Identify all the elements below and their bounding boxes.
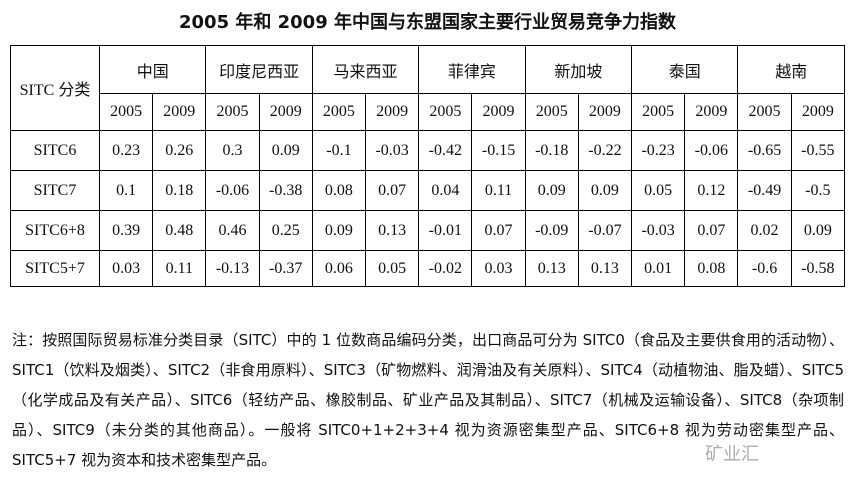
value-cell: 0.11: [471, 170, 526, 211]
value-cell: 0.07: [471, 210, 526, 251]
row-label: SITC6: [10, 130, 100, 171]
value-cell: -0.58: [790, 250, 846, 287]
year-header: 2005: [737, 93, 792, 131]
value-cell: 0.26: [152, 130, 207, 171]
title: 2005 年和 2009 年中国与东盟国家主要行业贸易竞争力指数: [179, 12, 676, 33]
row-label: SITC5+7: [10, 250, 100, 287]
year-header: 2005: [418, 93, 473, 131]
country-header: 马来西亚: [311, 45, 420, 94]
corner-header: SITC 分类: [10, 45, 100, 131]
year-header: 2005: [524, 93, 579, 131]
value-cell: 0.3: [205, 130, 260, 171]
value-cell: 0.04: [418, 170, 473, 211]
value-cell: -0.06: [684, 130, 739, 171]
value-cell: 0.05: [631, 170, 686, 211]
year-header: 2005: [631, 93, 686, 131]
value-cell: 0.03: [471, 250, 526, 287]
note: 注：按照国际贸易标准分类目录（SITC）中的 1 位数商品编码分类，出口商品可分…: [12, 331, 844, 469]
value-cell: -0.09: [524, 210, 579, 251]
value-cell: -0.65: [737, 130, 792, 171]
country-header: 泰国: [631, 45, 739, 94]
year-header: 2005: [98, 93, 154, 131]
value-cell: 0.48: [152, 210, 207, 251]
value-cell: -0.01: [418, 210, 473, 251]
value-cell: -0.49: [737, 170, 792, 211]
year-header: 2005: [311, 93, 367, 131]
value-cell: -0.22: [577, 130, 633, 171]
value-cell: -0.07: [577, 210, 633, 251]
value-cell: -0.23: [631, 130, 686, 171]
table-row: SITC 分类 中国 印度尼西亚 马来西亚 菲律宾 新加坡 泰国 越南: [10, 45, 845, 131]
year-header: 2009: [790, 93, 846, 131]
value-cell: 0.08: [684, 250, 739, 287]
value-cell: -0.03: [631, 210, 686, 251]
value-cell: -0.06: [205, 170, 260, 211]
value-cell: 0.09: [577, 170, 633, 211]
value-cell: -0.15: [471, 130, 526, 171]
table-row: SITC7 0.1 0.18 -0.06 -0.38 0.08 0.07 0.04 0.11 0.…: [10, 170, 846, 211]
value-cell: 0.12: [684, 170, 739, 211]
year-header: 2005: [205, 93, 260, 131]
value-cell: -0.37: [258, 250, 313, 287]
value-cell: 0.13: [577, 250, 633, 287]
value-cell: -0.18: [524, 130, 579, 171]
value-cell: 0.07: [684, 210, 739, 251]
value-cell: 0.25: [258, 210, 313, 251]
table-row: SITC6 0.23 0.26 0.3 0.09 -0.1 -0.03 -0.42 -0.15-…: [10, 130, 846, 171]
value-cell: 0.13: [524, 250, 579, 287]
value-cell: 0.09: [258, 130, 313, 171]
table-row: SITC6+8 0.39 0.48 0.46 0.25 0.09 0.13 -0.01 0.07…: [10, 210, 846, 251]
value-cell: -0.55: [790, 130, 846, 171]
value-cell: 0.08: [311, 170, 367, 211]
value-cell: 0.23: [98, 130, 154, 171]
watermark: 矿业汇: [705, 444, 759, 465]
value-cell: 0.09: [524, 170, 579, 211]
value-cell: 0.05: [365, 250, 420, 287]
value-cell: 0.07: [365, 170, 420, 211]
year-header: 2009: [365, 93, 420, 131]
value-cell: 0.09: [311, 210, 367, 251]
value-cell: 0.46: [205, 210, 260, 251]
value-cell: 0.11: [152, 250, 207, 287]
table-row: 2005 2009 2005 2009 2005 2009 2005 2009 2005 2009…: [11, 93, 846, 131]
table-row: SITC5+7 0.03 0.11 -0.13 -0.37 0.06 0.05 -0.02 0.…: [10, 250, 846, 287]
value-cell: -0.6: [737, 250, 792, 287]
row-label: SITC6+8: [10, 210, 100, 251]
value-cell: -0.38: [258, 170, 313, 211]
data-table: SITC 分类 中国 印度尼西亚 马来西亚 菲律宾 新加坡 泰国 越南 2005 2009 2005…: [10, 45, 846, 287]
value-cell: -0.13: [205, 250, 260, 287]
country-header: 菲律宾: [418, 45, 526, 94]
value-cell: 0.02: [737, 210, 792, 251]
country-header: 中国: [98, 45, 207, 94]
year-header: 2009: [577, 93, 633, 131]
value-cell: 0.18: [152, 170, 207, 211]
value-cell: 0.01: [631, 250, 686, 287]
row-label: SITC7: [10, 170, 100, 211]
value-cell: 0.03: [98, 250, 154, 287]
country-header: 新加坡: [524, 45, 633, 94]
value-cell: 0.13: [365, 210, 420, 251]
year-header: 2009: [152, 93, 207, 131]
value-cell: 0.09: [790, 210, 846, 251]
value-cell: 0.39: [98, 210, 154, 251]
value-cell: -0.5: [790, 170, 846, 211]
value-cell: -0.42: [418, 130, 473, 171]
value-cell: -0.02: [418, 250, 473, 287]
value-cell: 0.06: [311, 250, 367, 287]
value-cell: 0.1: [98, 170, 154, 211]
country-header: 印度尼西亚: [205, 45, 313, 94]
country-header: 越南: [737, 45, 845, 94]
year-header: 2009: [684, 93, 739, 131]
value-cell: -0.03: [365, 130, 420, 171]
year-header: 2009: [471, 93, 526, 131]
year-header: 2009: [258, 93, 313, 131]
value-cell: -0.1: [311, 130, 367, 171]
